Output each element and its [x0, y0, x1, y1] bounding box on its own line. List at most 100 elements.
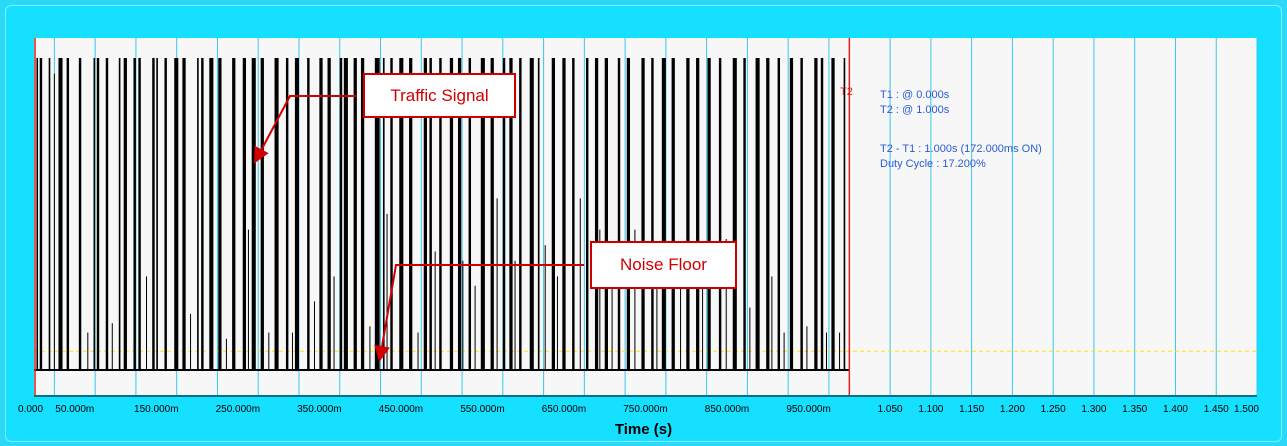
signal-pulse — [374, 58, 380, 370]
signal-pulse — [409, 58, 413, 370]
signal-pulse — [707, 58, 711, 370]
signal-pulse — [439, 58, 442, 370]
signal-pulse — [307, 58, 310, 370]
signal-pulse — [201, 58, 204, 370]
x-tick-label: 150.000m — [134, 404, 178, 415]
signal-pulse — [66, 58, 70, 370]
signal-pulse — [232, 58, 236, 370]
x-tick-label: 1.250 — [1041, 404, 1066, 415]
signal-pulse — [800, 58, 803, 370]
signal-pulse — [502, 58, 506, 370]
signal-pulse — [218, 58, 222, 370]
signal-pulse — [457, 58, 462, 370]
x-tick-label: 1.050 — [878, 404, 903, 415]
noise-floor-arrow — [374, 264, 584, 362]
signal-pulse — [755, 58, 760, 370]
x-tick-label: 1.200 — [1000, 404, 1025, 415]
traffic-signal-arrow — [254, 95, 356, 164]
signal-pulse — [353, 58, 357, 370]
x-tick-label: 550.000m — [460, 404, 504, 415]
signal-pulse — [327, 58, 331, 370]
signal-pulse — [58, 58, 63, 370]
signal-pulse — [831, 58, 835, 370]
signal-pulse — [585, 58, 589, 370]
traffic-signal-callout: Traffic Signal — [363, 73, 516, 118]
signal-pulse — [468, 58, 472, 370]
signal-pulse — [537, 58, 540, 370]
x-tick-label: 1.100 — [918, 404, 943, 415]
signal-pulse — [251, 58, 256, 370]
x-tick-label: 0.000 — [18, 404, 43, 415]
x-tick-label: 1.500 — [1234, 404, 1259, 415]
signal-pulse — [551, 58, 555, 370]
noise-floor-callout: Noise Floor — [590, 241, 737, 289]
signal-pulse — [626, 58, 631, 370]
signal-pulse — [209, 58, 214, 370]
x-tick-label: 1.150 — [959, 404, 984, 415]
x-tick-label: 950.000m — [786, 404, 830, 415]
signal-pulse — [562, 58, 566, 370]
cursor-t2-tag[interactable]: T2 — [840, 86, 853, 98]
signal-pulse — [156, 58, 158, 370]
signal-pulse — [382, 58, 385, 370]
x-tick-label: 1.400 — [1163, 404, 1188, 415]
x-tick-label: 1.300 — [1081, 404, 1106, 415]
signal-pulse — [242, 58, 246, 370]
signal-pulse — [118, 58, 121, 370]
signal-pulse — [820, 58, 824, 370]
signal-pulse — [260, 58, 264, 370]
signal-pulse — [490, 58, 494, 370]
signal-pulse — [617, 58, 621, 370]
signal-pulse — [572, 58, 575, 370]
signal-pulse — [39, 58, 43, 370]
signal-pulse — [36, 58, 39, 370]
signal-pulse — [78, 58, 82, 370]
readout-t2: T2 : @ 1.000s — [880, 104, 950, 116]
readout-delta: T2 - T1 : 1.000s (172.000ms ON) — [880, 143, 1042, 155]
x-tick-label: 750.000m — [623, 404, 667, 415]
x-tick-label: 350.000m — [297, 404, 341, 415]
signal-pulse — [519, 58, 522, 370]
signal-pulse — [105, 58, 109, 370]
signal-pulse — [197, 58, 199, 370]
signal-pulse — [641, 58, 645, 370]
signal-pulse — [671, 58, 675, 370]
readout-t1: T1 : @ 0.000s — [880, 89, 950, 101]
signal-pulse — [661, 58, 666, 370]
x-tick-label: 450.000m — [379, 404, 423, 415]
signal-pulse — [294, 58, 299, 370]
signal-pulse — [480, 58, 485, 370]
signal-pulse — [789, 58, 794, 370]
signal-pulse — [182, 58, 186, 370]
x-tick-label: 50.000m — [55, 404, 94, 415]
signal-pulse — [766, 58, 770, 370]
signal-pulse — [133, 58, 136, 370]
signal-pulse — [274, 58, 279, 370]
signal-pulse — [152, 58, 155, 370]
signal-pulse — [509, 58, 513, 370]
signal-pulse — [96, 58, 100, 370]
signal-pulse — [399, 58, 404, 370]
x-tick-label: 850.000m — [705, 404, 749, 415]
signal-pulse — [285, 58, 289, 370]
signal-pulse — [696, 58, 700, 370]
signal-pulse — [174, 58, 179, 370]
signal-pulse — [429, 58, 432, 370]
signal-pulse — [686, 58, 690, 370]
signal-pulse — [843, 58, 846, 370]
signal-pulse — [48, 58, 51, 370]
signal-pulse — [777, 58, 781, 370]
x-tick-label: 250.000m — [216, 404, 260, 415]
signal-pulse — [93, 58, 96, 370]
signal-pulse — [360, 58, 365, 370]
x-tick-label: 1.350 — [1122, 404, 1147, 415]
readout-duty-cycle: Duty Cycle : 17.200% — [880, 158, 986, 170]
signal-pulse — [743, 58, 746, 370]
signal-pulse — [343, 58, 348, 370]
signal-pulse — [390, 58, 393, 370]
signal-pulse — [123, 58, 127, 370]
signal-pulse — [164, 58, 167, 370]
signal-pulse — [138, 58, 141, 370]
signal-pulse — [423, 58, 427, 370]
